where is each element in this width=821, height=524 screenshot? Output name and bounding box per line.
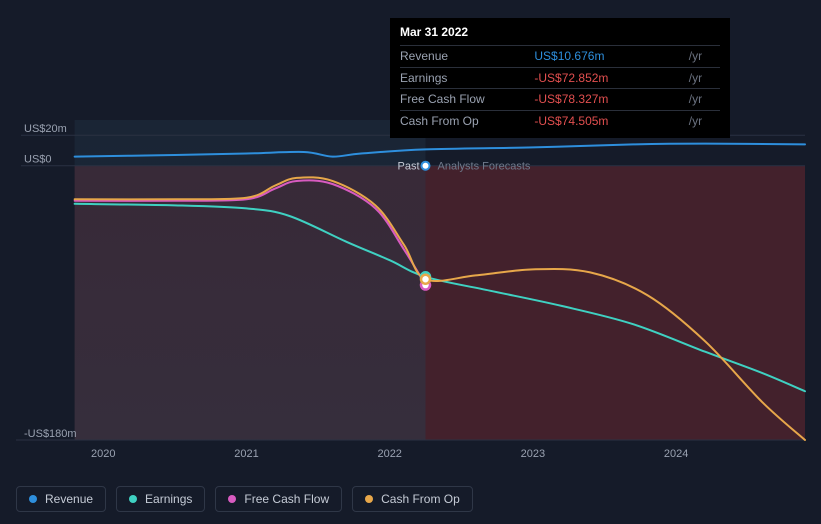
legend-swatch (29, 495, 37, 503)
y-tick-label: US$20m (24, 123, 67, 135)
current-marker-cfo (421, 275, 430, 284)
tooltip-row-label: Cash From Op (400, 111, 534, 132)
tooltip-row: Free Cash Flow-US$78.327m/yr (400, 89, 720, 111)
legend-item-revenue[interactable]: Revenue (16, 486, 106, 512)
tooltip-row-label: Free Cash Flow (400, 89, 534, 111)
tooltip-row: Earnings-US$72.852m/yr (400, 67, 720, 89)
tooltip-row: Cash From Op-US$74.505m/yr (400, 111, 720, 132)
legend-item-earnings[interactable]: Earnings (116, 486, 205, 512)
x-tick-label: 2021 (234, 448, 258, 460)
y-tick-label: US$0 (24, 154, 52, 166)
legend-item-fcf[interactable]: Free Cash Flow (215, 486, 342, 512)
y-tick-label: -US$180m (24, 428, 77, 440)
legend-label: Free Cash Flow (244, 492, 329, 506)
tooltip-row-label: Earnings (400, 67, 534, 89)
financials-chart: US$20m US$0 -US$180m 2020 2021 2022 2023 2024 Pa… (16, 120, 805, 460)
tooltip-row-unit: /yr (685, 45, 720, 67)
chart-tooltip: Mar 31 2022 RevenueUS$10.676m/yrEarnings… (390, 18, 730, 138)
tooltip-date: Mar 31 2022 (400, 24, 720, 41)
legend-item-cfo[interactable]: Cash From Op (352, 486, 473, 512)
tooltip-row-value: -US$78.327m (534, 89, 684, 111)
legend-label: Earnings (145, 492, 192, 506)
divider-marker (422, 162, 430, 170)
tooltip-row-value: -US$72.852m (534, 67, 684, 89)
x-tick-label: 2023 (521, 448, 545, 460)
tooltip-row-unit: /yr (685, 89, 720, 111)
x-tick-label: 2024 (664, 448, 688, 460)
tooltip-table: RevenueUS$10.676m/yrEarnings-US$72.852m/… (400, 45, 720, 132)
legend-swatch (129, 495, 137, 503)
chart-svg: US$20m US$0 -US$180m 2020 2021 2022 2023 2024 Pa… (16, 120, 805, 460)
chart-legend: Revenue Earnings Free Cash Flow Cash From O… (16, 486, 473, 512)
tooltip-row: RevenueUS$10.676m/yr (400, 45, 720, 67)
tooltip-row-value: -US$74.505m (534, 111, 684, 132)
divider-label-forecast: Analysts Forecasts (438, 161, 531, 173)
x-tick-label: 2020 (91, 448, 115, 460)
divider-label-past: Past (397, 161, 419, 173)
legend-swatch (228, 495, 236, 503)
legend-swatch (365, 495, 373, 503)
legend-label: Cash From Op (381, 492, 460, 506)
tooltip-row-value: US$10.676m (534, 45, 684, 67)
x-tick-label: 2022 (377, 448, 401, 460)
legend-label: Revenue (45, 492, 93, 506)
tooltip-row-label: Revenue (400, 45, 534, 67)
tooltip-row-unit: /yr (685, 111, 720, 132)
past-shade (75, 120, 426, 440)
tooltip-row-unit: /yr (685, 67, 720, 89)
